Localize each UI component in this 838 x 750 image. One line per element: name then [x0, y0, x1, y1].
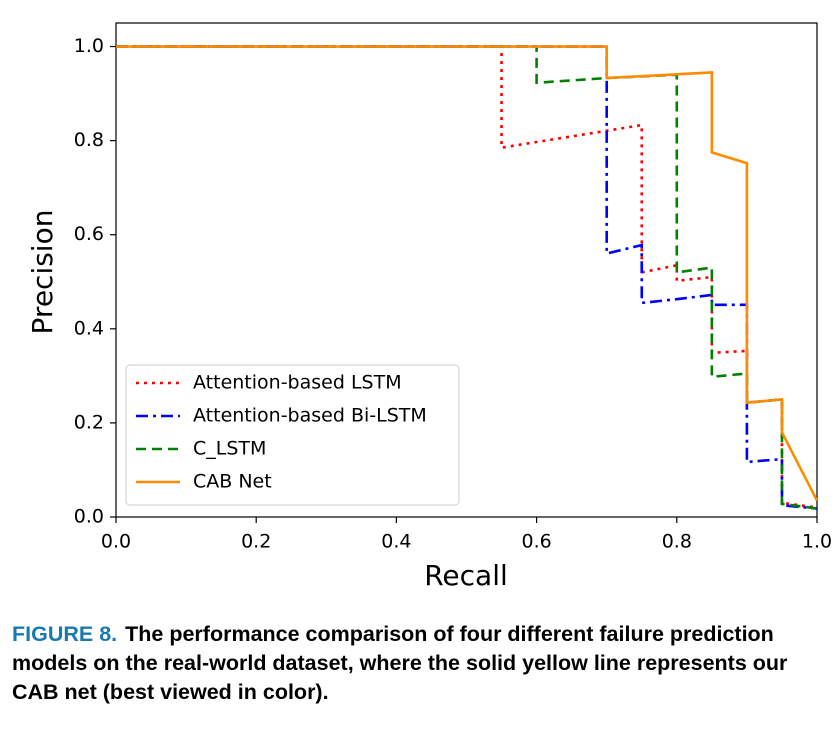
x-axis-label: Recall	[424, 559, 508, 592]
legend-label: Attention-based LSTM	[193, 372, 402, 394]
x-tick-label: 1.0	[802, 531, 832, 553]
x-tick-label: 0.2	[241, 531, 271, 553]
x-tick-label: 0.6	[521, 531, 551, 553]
x-tick-label: 0.4	[381, 531, 411, 553]
caption: FIGURE 8. The performance comparison of f…	[12, 620, 812, 707]
caption-label: FIGURE 8.	[12, 622, 118, 646]
y-tick-label: 1.0	[74, 35, 104, 57]
plot-frame	[115, 22, 818, 518]
y-tick-label: 0.8	[74, 129, 104, 151]
legend-label: CAB Net	[193, 471, 272, 493]
chart: Recall Precision 0.0 0.2 0.4 0.6 0.8 1.0 0.0 0.…	[26, 22, 832, 592]
x-tick-label: 0.0	[101, 531, 131, 553]
series-line	[116, 45, 819, 502]
y-tick-label: 0.4	[74, 317, 104, 339]
legend-label: Attention-based Bi-LSTM	[193, 405, 427, 427]
series-line	[116, 45, 818, 510]
legend-box	[125, 364, 460, 506]
caption-text: The performance comparison of four diffe…	[12, 622, 788, 704]
legend-label: C_LSTM	[193, 438, 266, 460]
y-tick-label: 0.6	[74, 223, 104, 245]
x-tick-label: 0.8	[662, 531, 692, 553]
y-tick-label: 0.0	[74, 506, 104, 528]
y-tick-label: 0.2	[74, 411, 104, 433]
y-axis-label: Precision	[26, 210, 59, 335]
